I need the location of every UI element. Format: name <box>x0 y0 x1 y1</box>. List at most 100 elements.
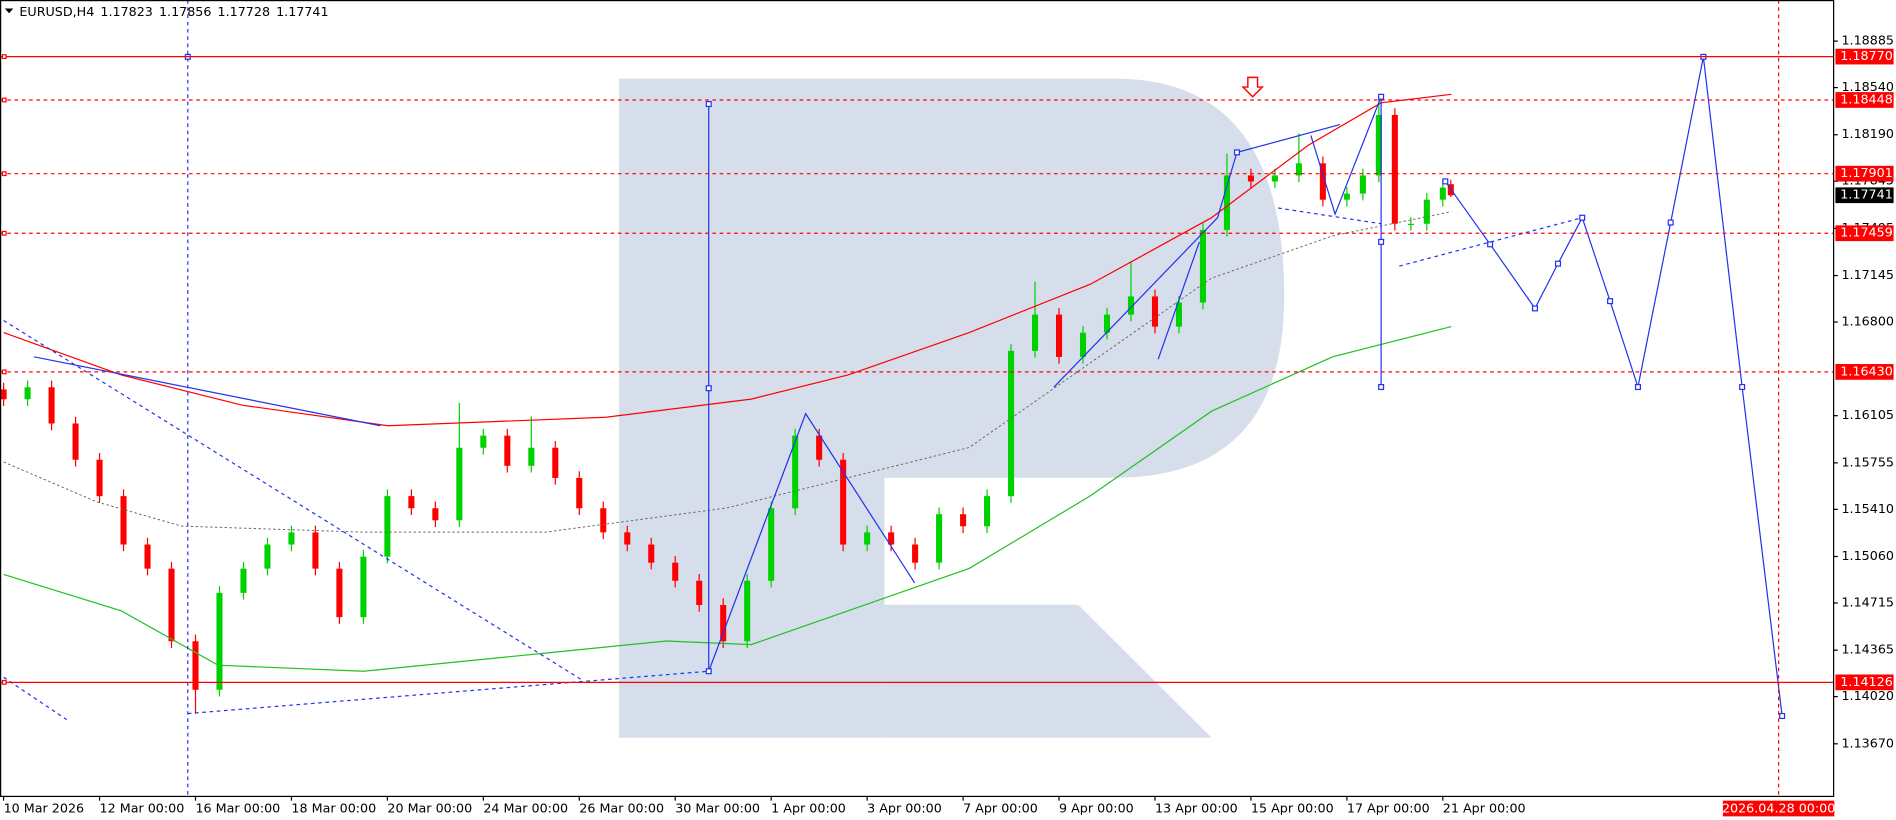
indicators <box>3 93 1452 672</box>
level-badge-label: 1.17459 <box>1840 225 1893 240</box>
candle-body <box>864 532 871 545</box>
watermark <box>619 78 1285 738</box>
time-badge-label: 2026.04.28 00:00 <box>1722 801 1835 816</box>
candle-body <box>72 423 79 460</box>
x-tick-label: 17 Apr 00:00 <box>1347 801 1430 816</box>
y-tick-label: 1.13670 <box>1841 735 1894 750</box>
time-badge <box>1722 800 1835 817</box>
candle-body <box>696 580 703 606</box>
y-tick-label: 1.14365 <box>1841 642 1894 657</box>
level-badge <box>1835 48 1894 65</box>
candle-body <box>480 435 487 448</box>
price-badge-label: 1.17741 <box>1840 187 1893 202</box>
candle-body <box>336 568 343 618</box>
candle-body <box>360 556 367 618</box>
y-tick-label: 1.18190 <box>1841 126 1894 141</box>
candle-body <box>1295 163 1302 176</box>
level-marker <box>1 369 7 375</box>
candle-body <box>264 544 271 569</box>
plot-border <box>0 0 1835 798</box>
y-tick-label: 1.15060 <box>1841 548 1894 563</box>
axes: 1.188851.185401.181901.178451.174951.171… <box>2 33 1894 817</box>
level-badge <box>1835 674 1894 691</box>
candle-body <box>840 459 847 545</box>
candle-body <box>1343 193 1350 200</box>
high-value: 1.17856 <box>159 4 212 19</box>
candle-body <box>1271 175 1278 182</box>
candle-body <box>792 435 799 509</box>
candle-body <box>984 496 991 527</box>
candle-body <box>528 447 535 466</box>
candle-body <box>456 447 463 521</box>
level-marker <box>1 679 7 685</box>
candle-body <box>912 544 919 563</box>
levels <box>0 0 1834 796</box>
y-tick-label: 1.14020 <box>1841 688 1894 703</box>
x-tick-label: 7 Apr 00:00 <box>963 801 1038 816</box>
candle-body <box>1079 332 1087 357</box>
menu-triangle <box>4 8 14 14</box>
candle-body <box>1032 314 1039 351</box>
candle-body <box>1008 350 1015 497</box>
level-badge <box>1835 364 1894 380</box>
candle-body <box>600 508 607 533</box>
y-tick-label: 1.18885 <box>1841 33 1894 48</box>
header: EURUSD,H4 1.17823 1.17856 1.17728 1.17741 <box>19 4 328 19</box>
x-tick-label: 30 Mar 00:00 <box>675 801 760 816</box>
candle-body <box>1375 114 1382 176</box>
candle-body <box>24 387 31 400</box>
candle-body <box>720 605 727 642</box>
open-value: 1.17823 <box>100 4 153 19</box>
close-value: 1.17741 <box>276 4 329 19</box>
candle-body <box>1391 114 1398 224</box>
candle-body <box>120 496 127 545</box>
y-tick-label: 1.15410 <box>1841 501 1894 516</box>
candle-body <box>432 508 439 521</box>
candle-body <box>1127 296 1135 315</box>
y-tick-label: 1.18540 <box>1841 79 1894 94</box>
candle-body <box>744 580 751 642</box>
candle-body <box>936 514 943 563</box>
level-badge-label: 1.18770 <box>1840 48 1893 63</box>
level-badge <box>1835 92 1894 108</box>
candle-body <box>1103 314 1111 333</box>
x-tick-label: 3 Apr 00:00 <box>867 801 942 816</box>
candle-body <box>0 389 7 400</box>
candle-body <box>288 532 295 545</box>
x-tick-label: 13 Apr 00:00 <box>1155 801 1238 816</box>
candle-body <box>1151 296 1158 327</box>
x-tick-label: 12 Mar 00:00 <box>100 801 185 816</box>
candle-body <box>768 508 775 581</box>
price-badge <box>1835 187 1894 204</box>
x-tick-label: 1 Apr 00:00 <box>771 801 846 816</box>
candle-body <box>648 544 655 563</box>
candle-body <box>1223 175 1230 230</box>
candle-body <box>1199 229 1206 303</box>
level-marker <box>1 171 7 177</box>
candle-body <box>312 532 319 569</box>
candle-body <box>1359 175 1366 194</box>
x-tick-label: 26 Mar 00:00 <box>579 801 664 816</box>
candle-body <box>1055 314 1063 357</box>
candle-body <box>888 532 895 545</box>
candle-body <box>960 514 967 527</box>
sell-arrow <box>1241 76 1265 98</box>
x-tick-label: 10 Mar 2026 <box>4 801 85 816</box>
x-tick-label: 21 Apr 00:00 <box>1443 801 1526 816</box>
candle-body <box>192 641 199 690</box>
y-tick-label: 1.17145 <box>1841 267 1894 282</box>
candle-body <box>624 532 631 545</box>
level-marker <box>1 97 7 103</box>
x-tick-label: 18 Mar 00:00 <box>291 801 376 816</box>
x-tick-label: 9 Apr 00:00 <box>1059 801 1134 816</box>
level-badge <box>1835 165 1894 182</box>
plot-area <box>0 99 1454 714</box>
level-badge <box>1835 225 1894 242</box>
x-tick-label: 24 Mar 00:00 <box>483 801 568 816</box>
x-tick-label: 15 Apr 00:00 <box>1251 801 1334 816</box>
y-tick-label: 1.16105 <box>1841 407 1894 422</box>
candle-body <box>1247 175 1254 182</box>
candle-body <box>816 435 823 460</box>
candle-body <box>576 477 583 509</box>
